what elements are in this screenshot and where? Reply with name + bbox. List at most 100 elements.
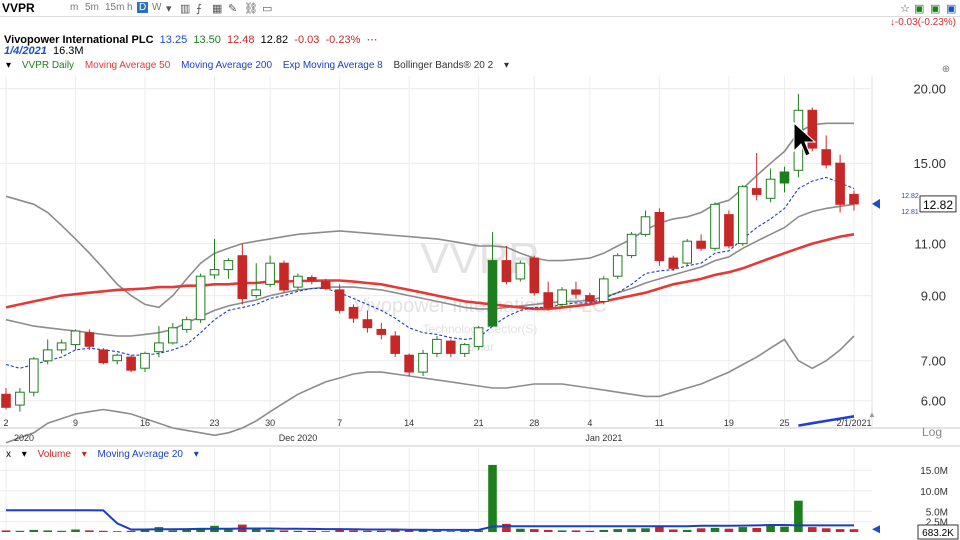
chart-toolbar: VVPR m 5m 15m h D W ▾ ▥ ⨍ ▦ ✎ ⛓ ▭ ☆ ▣ ▣ … — [0, 0, 960, 17]
quote-change: -0.03 — [294, 34, 320, 46]
candle-body — [668, 257, 679, 269]
timeframe-day[interactable]: D — [137, 2, 149, 13]
volume-bar — [335, 529, 344, 532]
volume-bar — [585, 530, 595, 532]
scale-log-label[interactable]: Log — [922, 425, 942, 439]
timeframe-1m[interactable]: m — [70, 2, 79, 13]
trade-icon[interactable]: ▣ — [914, 3, 925, 15]
timeframe-hour[interactable]: h — [127, 2, 133, 13]
volume-bar — [557, 530, 567, 532]
volume-bar — [599, 529, 609, 532]
x-tick-label: 9 — [73, 418, 78, 428]
volume-ma20-line — [6, 509, 854, 531]
quote-open: 13.25 — [159, 34, 188, 46]
timeframe-5m[interactable]: 5m — [85, 2, 99, 13]
candle-body — [751, 188, 762, 195]
y-tick-label: 15.00 — [913, 156, 946, 171]
watch-icon[interactable]: ▣ — [930, 3, 941, 15]
volume-bar — [766, 525, 775, 532]
candle-body — [501, 260, 512, 283]
volume-bar — [210, 525, 219, 532]
volume-bar — [669, 529, 678, 532]
quote-close: 12.82 — [260, 34, 289, 46]
volume-bar — [99, 530, 108, 532]
volume-bar — [182, 529, 191, 532]
candle-body — [98, 349, 109, 364]
header-change: ↓-0.03(-0.23%) — [889, 17, 956, 28]
pane-settings-icon[interactable]: ⊕ — [942, 64, 950, 75]
x-tick-label: 4 — [587, 418, 592, 428]
settings-icon[interactable]: ▭ — [262, 3, 273, 15]
legend-symbol[interactable]: VVPR Daily — [21, 60, 75, 71]
candle-body — [168, 327, 178, 344]
legend-ma200[interactable]: Moving Average 200 — [181, 60, 273, 71]
chart-type-icon[interactable]: ▥ — [180, 3, 191, 15]
candle-body — [84, 332, 95, 347]
candle-body — [793, 109, 804, 171]
chevron-down-icon[interactable]: ▾ — [166, 3, 172, 15]
star-icon[interactable]: ☆ — [900, 3, 910, 15]
link-icon[interactable]: ⛓ — [244, 3, 258, 15]
volume-bar — [446, 531, 456, 532]
studies-icon[interactable]: ⨍ — [196, 3, 202, 15]
timeframe-15m[interactable]: 15m — [105, 2, 125, 13]
volume-bar — [85, 530, 94, 532]
candle-body — [154, 342, 164, 353]
volume-bar — [655, 526, 664, 532]
volume-bar — [224, 529, 233, 532]
candle-body — [29, 358, 39, 393]
draw-icon[interactable]: ✎ — [228, 3, 238, 15]
volume-bar — [821, 528, 831, 532]
timeframe-week[interactable]: W — [152, 2, 162, 13]
x-tick-label: 7 — [337, 418, 342, 428]
x-tick-label: 25 — [779, 418, 789, 428]
candle-body — [42, 349, 53, 362]
volume-bar — [168, 530, 178, 532]
volume-bar — [571, 530, 581, 532]
x-tick-label: 19 — [724, 418, 734, 428]
candle-body — [821, 149, 832, 166]
volume-bar — [502, 523, 511, 532]
candle-body — [265, 262, 275, 285]
close-pane-icon[interactable]: x — [6, 449, 11, 460]
volume-bar — [404, 529, 414, 532]
legend-ma50[interactable]: Moving Average 50 — [84, 60, 171, 71]
volume-bar — [154, 527, 164, 532]
legend-ema8[interactable]: Exp Moving Average 8 — [282, 60, 383, 71]
legend-chevron-icon[interactable]: ▾ — [21, 449, 27, 460]
volume-bar — [1, 530, 11, 532]
candle-body — [599, 278, 609, 302]
grid-icon[interactable]: ▦ — [212, 3, 223, 15]
y-tick-label: 9.00 — [921, 289, 946, 304]
volume-tick-label: 15.0M — [920, 466, 948, 477]
legend-chevron-icon[interactable]: ▾ — [6, 60, 12, 71]
legend-volume[interactable]: Volume ▾ — [37, 449, 87, 460]
candle-body — [140, 352, 150, 369]
volume-bar — [682, 529, 692, 532]
watermark: VVPR Vivopower International PLC Technol… — [353, 234, 606, 354]
candle-body — [251, 289, 261, 297]
bollinger-middle-line — [5, 203, 855, 337]
candle-body — [557, 289, 567, 305]
candle-body — [15, 391, 25, 406]
volume-bar — [293, 530, 303, 532]
legend-bb[interactable]: Bollinger Bands® 20 2 ▾ — [393, 60, 509, 71]
candle-body — [348, 306, 359, 319]
volume-bar — [738, 527, 748, 532]
scroll-triangle-icon[interactable]: ▲ — [868, 410, 876, 419]
volume-bar — [780, 526, 789, 532]
y-tick-label: 6.00 — [921, 394, 946, 409]
candle-body — [195, 275, 206, 321]
dot-menu-icon[interactable]: ⋯ — [366, 34, 378, 46]
x-month-label: 2020 — [14, 433, 34, 443]
volume-pointer — [872, 525, 880, 534]
legend-volume-ma20[interactable]: Moving Average 20 ▾ — [97, 449, 199, 460]
volume-bar — [251, 529, 261, 532]
candle-body — [237, 255, 248, 299]
volume-bar — [363, 530, 372, 532]
symbol-input[interactable]: VVPR — [2, 1, 35, 15]
candle-body — [738, 186, 748, 245]
ask-label: 12.82 — [901, 193, 919, 200]
share-icon[interactable]: ▣ — [946, 3, 957, 15]
candle-body — [807, 109, 818, 149]
